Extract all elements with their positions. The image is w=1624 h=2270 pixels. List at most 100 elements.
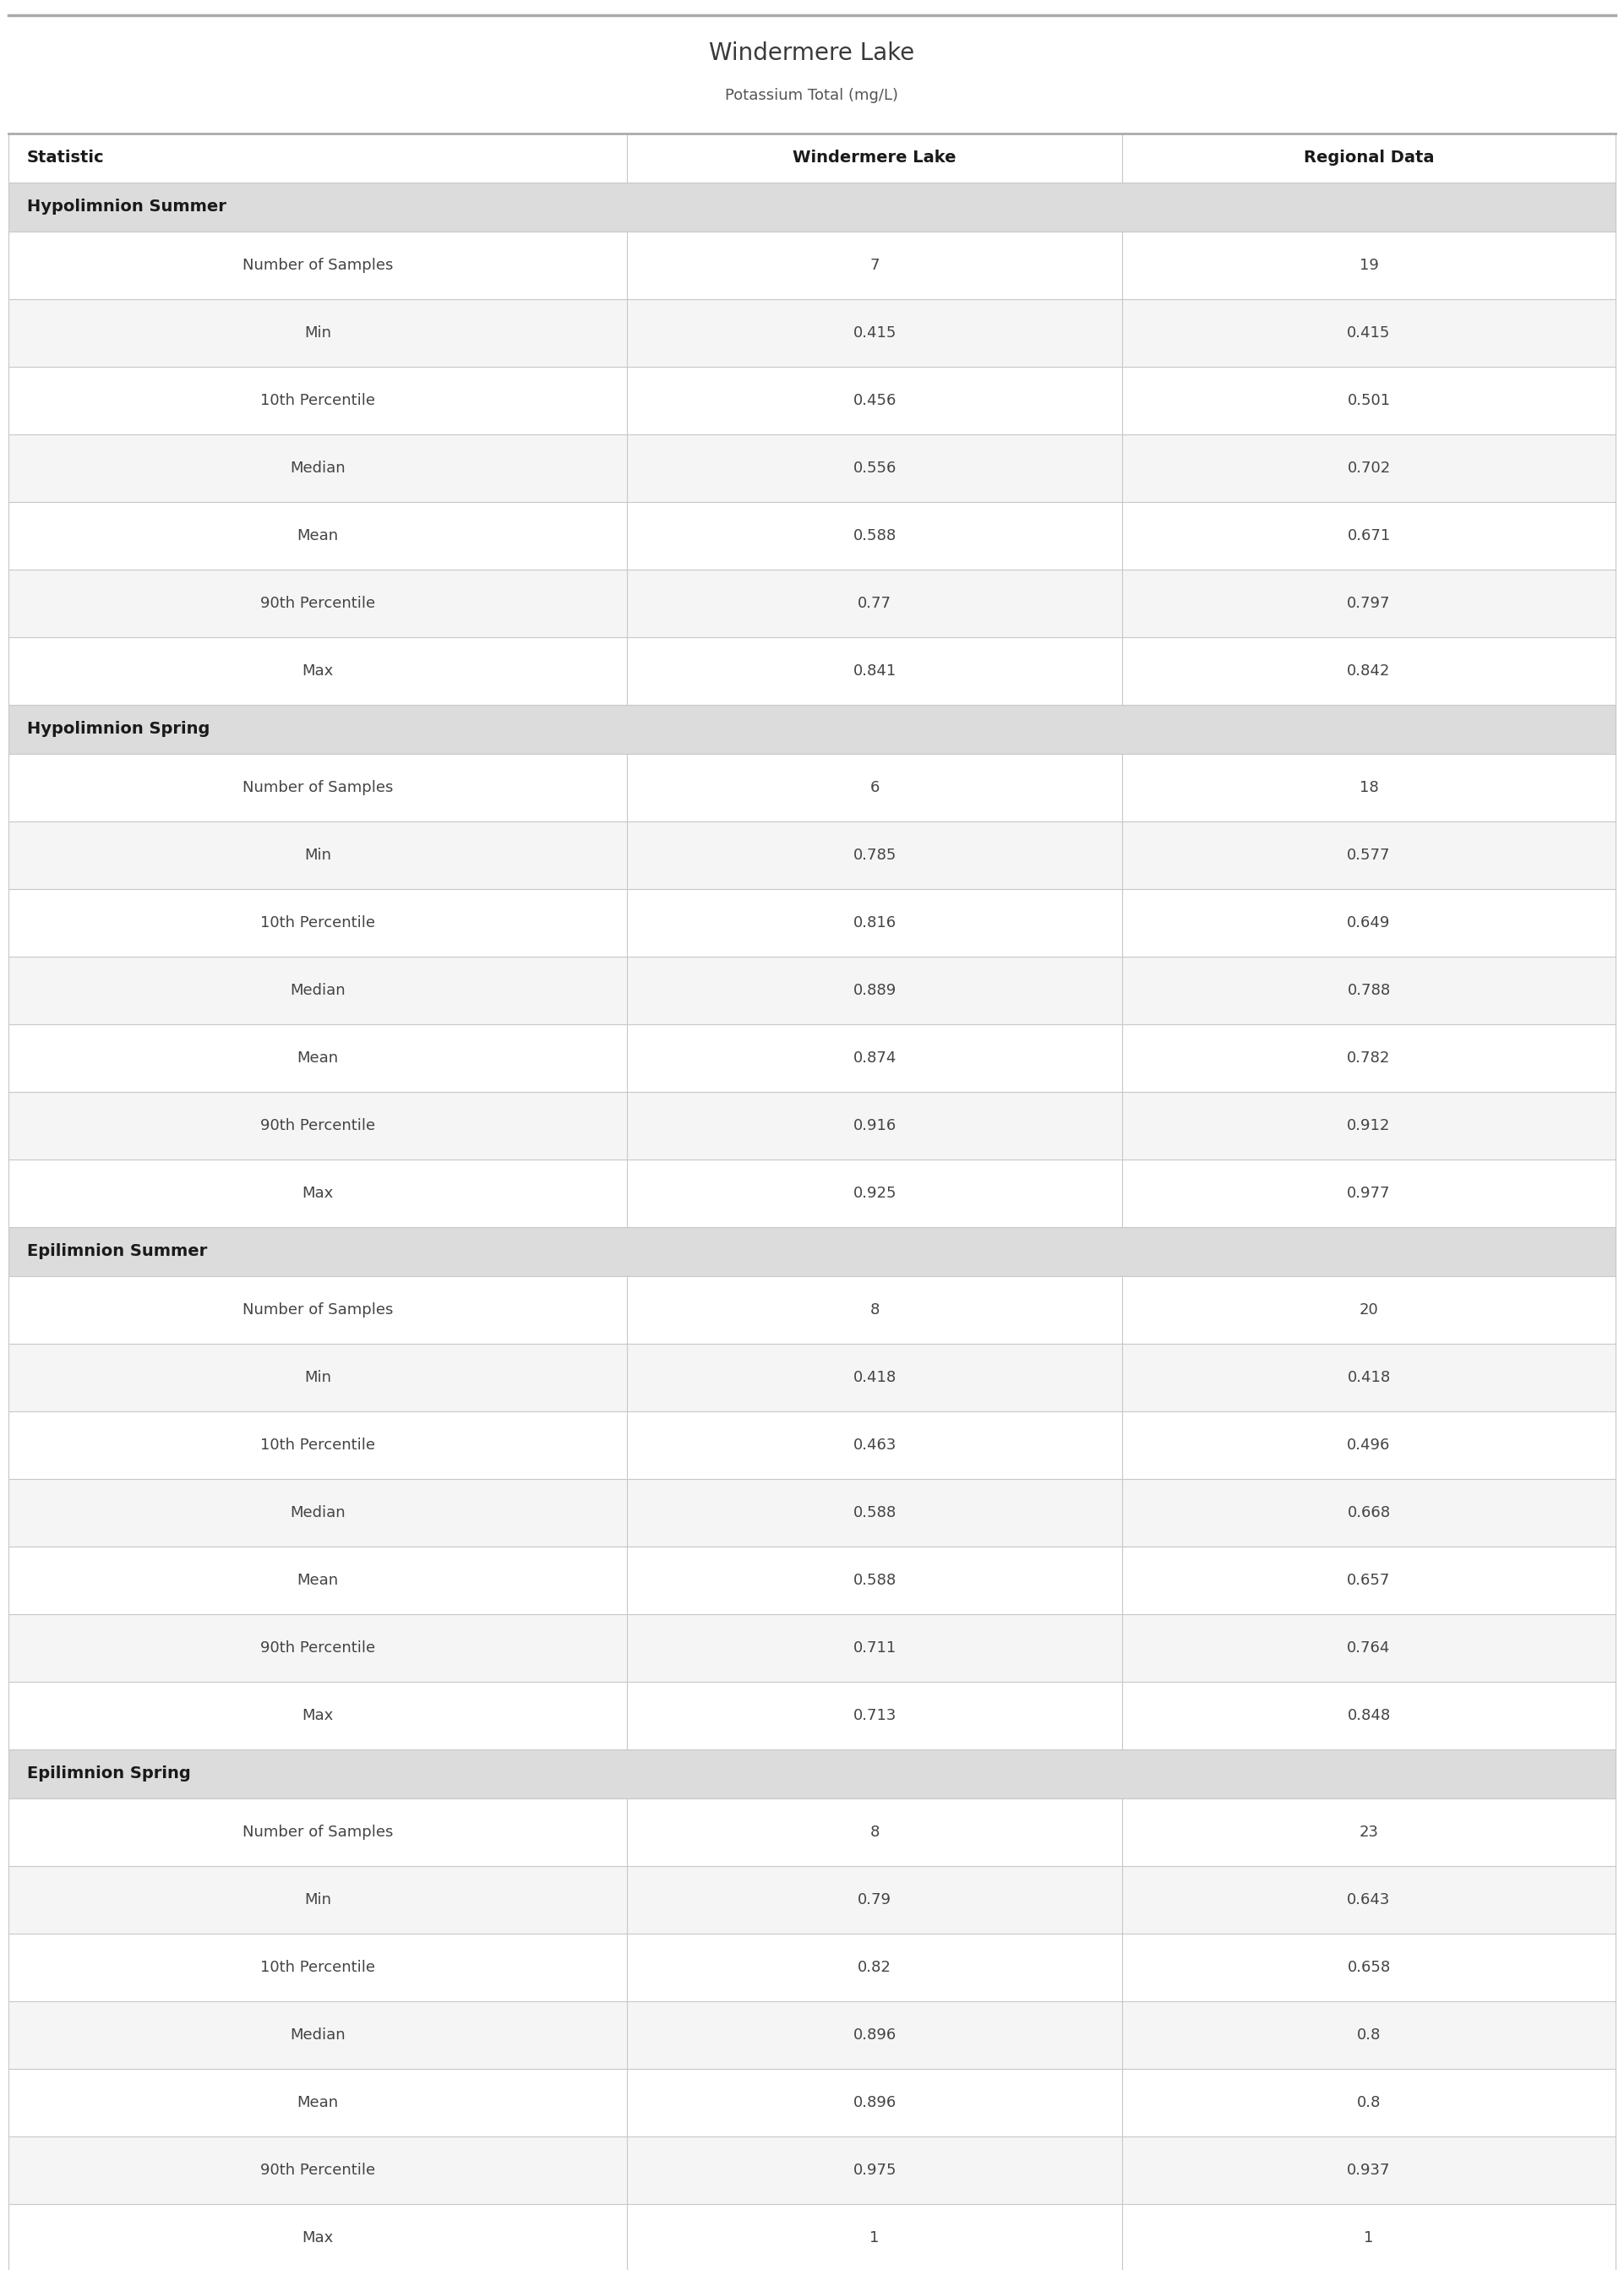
Bar (8, 1024, 1616, 1092)
Text: 0.937: 0.937 (1346, 2163, 1390, 2177)
Text: 0.556: 0.556 (853, 461, 896, 477)
Bar (8, 754, 1616, 822)
Text: Min: Min (304, 1369, 331, 1385)
Text: 0.643: 0.643 (1348, 1893, 1390, 1907)
Text: 8: 8 (870, 1303, 880, 1317)
Text: Number of Samples: Number of Samples (242, 259, 393, 272)
Bar (8, 368, 1616, 434)
Bar (8, 502, 1616, 570)
Text: Min: Min (304, 325, 331, 340)
Bar (8, 1934, 1616, 2002)
Text: 0.702: 0.702 (1348, 461, 1390, 477)
Text: 0.975: 0.975 (853, 2163, 896, 2177)
Text: 0.82: 0.82 (857, 1959, 892, 1975)
Bar (8, 1276, 1616, 1344)
Text: 0.711: 0.711 (853, 1641, 896, 1655)
Text: Max: Max (302, 1707, 333, 1723)
Text: 0.797: 0.797 (1346, 595, 1390, 611)
Bar (8, 1160, 1616, 1228)
Text: 0.816: 0.816 (853, 915, 896, 931)
Text: 0.463: 0.463 (853, 1437, 896, 1453)
Text: Max: Max (302, 1185, 333, 1201)
Bar (8, 1614, 1616, 1682)
Text: 1: 1 (870, 2231, 880, 2245)
Text: 0.577: 0.577 (1346, 847, 1390, 863)
Text: 0.848: 0.848 (1348, 1707, 1390, 1723)
Text: Mean: Mean (297, 1051, 338, 1065)
Text: 0.418: 0.418 (1348, 1369, 1390, 1385)
Text: 1: 1 (1364, 2231, 1374, 2245)
Text: 0.889: 0.889 (853, 983, 896, 999)
Text: 0.977: 0.977 (1346, 1185, 1390, 1201)
Bar (8, 232, 1616, 300)
Bar (8, 1866, 1616, 1934)
Text: 90th Percentile: 90th Percentile (260, 595, 375, 611)
Text: 0.418: 0.418 (853, 1369, 896, 1385)
Text: 90th Percentile: 90th Percentile (260, 1119, 375, 1133)
Text: Epilimnion Summer: Epilimnion Summer (28, 1244, 208, 1260)
Bar (8, 1228, 1616, 1276)
Text: 0.501: 0.501 (1348, 393, 1390, 409)
Text: 0.668: 0.668 (1348, 1505, 1390, 1521)
Text: 0.671: 0.671 (1348, 529, 1390, 543)
Text: 0.588: 0.588 (853, 1573, 896, 1589)
Text: Min: Min (304, 847, 331, 863)
Text: 0.896: 0.896 (853, 2095, 896, 2111)
Text: 0.788: 0.788 (1348, 983, 1390, 999)
Text: 19: 19 (1359, 259, 1379, 272)
Text: Median: Median (291, 461, 346, 477)
Bar (8, 182, 1616, 232)
Bar (8, 638, 1616, 704)
Text: Windermere Lake: Windermere Lake (710, 41, 914, 66)
Text: Min: Min (304, 1893, 331, 1907)
Text: 8: 8 (870, 1825, 880, 1839)
Text: 0.925: 0.925 (853, 1185, 896, 1201)
Text: Windermere Lake: Windermere Lake (793, 150, 957, 166)
Text: 0.713: 0.713 (853, 1707, 896, 1723)
Bar (8, 1546, 1616, 1614)
Bar (8, 434, 1616, 502)
Text: 23: 23 (1359, 1825, 1379, 1839)
Text: Epilimnion Spring: Epilimnion Spring (28, 1766, 190, 1782)
Text: 0.874: 0.874 (853, 1051, 896, 1065)
Bar (8, 2068, 1616, 2136)
Text: 20: 20 (1359, 1303, 1379, 1317)
Text: Number of Samples: Number of Samples (242, 781, 393, 794)
Text: 0.785: 0.785 (853, 847, 896, 863)
Text: 10th Percentile: 10th Percentile (260, 915, 375, 931)
Text: Median: Median (291, 2027, 346, 2043)
Text: 0.896: 0.896 (853, 2027, 896, 2043)
Text: 0.912: 0.912 (1348, 1119, 1390, 1133)
Text: 0.415: 0.415 (853, 325, 896, 340)
Text: Max: Max (302, 2231, 333, 2245)
Bar (8, 2204, 1616, 2270)
Text: 0.842: 0.842 (1348, 663, 1390, 679)
Bar (8, 300, 1616, 368)
Text: 0.77: 0.77 (857, 595, 892, 611)
Text: 18: 18 (1359, 781, 1379, 794)
Text: Max: Max (302, 663, 333, 679)
Text: Mean: Mean (297, 1573, 338, 1589)
Text: Mean: Mean (297, 529, 338, 543)
Text: 0.588: 0.588 (853, 1505, 896, 1521)
Bar (8, 1344, 1616, 1412)
Text: Hypolimnion Spring: Hypolimnion Spring (28, 722, 209, 738)
Text: 0.496: 0.496 (1348, 1437, 1390, 1453)
Bar (8, 1798, 1616, 1866)
Bar (8, 890, 1616, 956)
Text: 0.782: 0.782 (1348, 1051, 1390, 1065)
Bar (8, 1092, 1616, 1160)
Bar (8, 2136, 1616, 2204)
Text: Statistic: Statistic (28, 150, 104, 166)
Bar (8, 1682, 1616, 1750)
Bar (8, 1750, 1616, 1798)
Text: 10th Percentile: 10th Percentile (260, 1959, 375, 1975)
Bar (8, 1412, 1616, 1480)
Text: 10th Percentile: 10th Percentile (260, 1437, 375, 1453)
Text: Regional Data: Regional Data (1304, 150, 1434, 166)
Bar (8, 2002, 1616, 2068)
Text: 0.658: 0.658 (1348, 1959, 1390, 1975)
Text: 0.588: 0.588 (853, 529, 896, 543)
Text: Mean: Mean (297, 2095, 338, 2111)
Bar (8, 822, 1616, 890)
